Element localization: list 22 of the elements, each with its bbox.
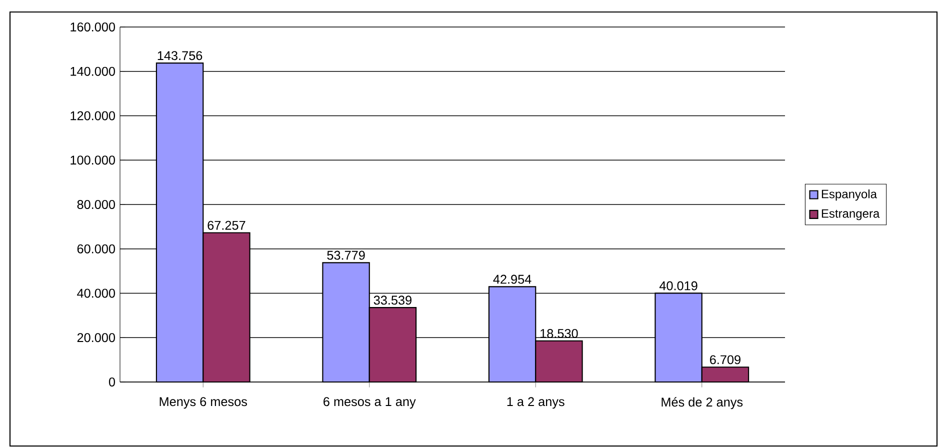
x-tick-label: Més de 2 anys	[662, 397, 743, 410]
data-label: 53.779	[327, 250, 365, 260]
data-label: 143.756	[158, 51, 202, 60]
data-label: 33.539	[374, 296, 412, 305]
y-tick-label: 100.000	[70, 156, 116, 165]
data-label: 67.257	[208, 220, 246, 230]
y-tick-label: 60.000	[77, 244, 116, 254]
data-label: 6.709	[710, 355, 740, 364]
x-tick-label: 6 mesos a 1 any	[324, 397, 416, 409]
data-label: 40.019	[659, 281, 698, 290]
y-tick-label: 160.000	[70, 22, 116, 32]
y-tick-label: 120.000	[70, 111, 116, 120]
legend-label: Estrangera	[822, 209, 880, 220]
y-tick-label: 0	[108, 378, 116, 386]
y-tick-label: 140.000	[70, 66, 116, 76]
y-tick-label: 80.000	[77, 200, 116, 209]
y-tick-label: 20.000	[77, 333, 116, 342]
legend-label: Espanyola	[822, 189, 877, 201]
y-tick-label: 40.000	[77, 288, 116, 298]
data-label: 42.954	[493, 274, 532, 284]
x-tick-label: Menys 6 mesos	[160, 397, 247, 409]
x-tick-label: 1 a 2 anys	[507, 397, 564, 409]
